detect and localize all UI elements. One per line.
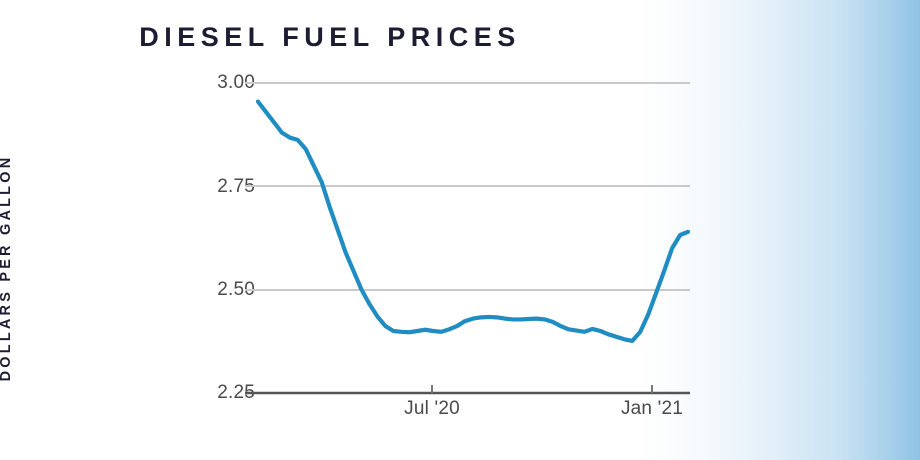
x-tick-label-jul20: Jul '20 bbox=[404, 398, 460, 419]
y-tick-label-300: 3.00 bbox=[217, 72, 255, 93]
x-tick-label-jan21: Jan '21 bbox=[620, 398, 684, 419]
y-tick-label-275: 2.75 bbox=[217, 176, 255, 197]
y-tick-label-250: 2.50 bbox=[217, 279, 255, 300]
data-line-diesel-price bbox=[255, 99, 691, 344]
page-title: DIESEL FUEL PRICES bbox=[139, 22, 521, 52]
y-tick-label-225: 2.25 bbox=[217, 382, 255, 403]
